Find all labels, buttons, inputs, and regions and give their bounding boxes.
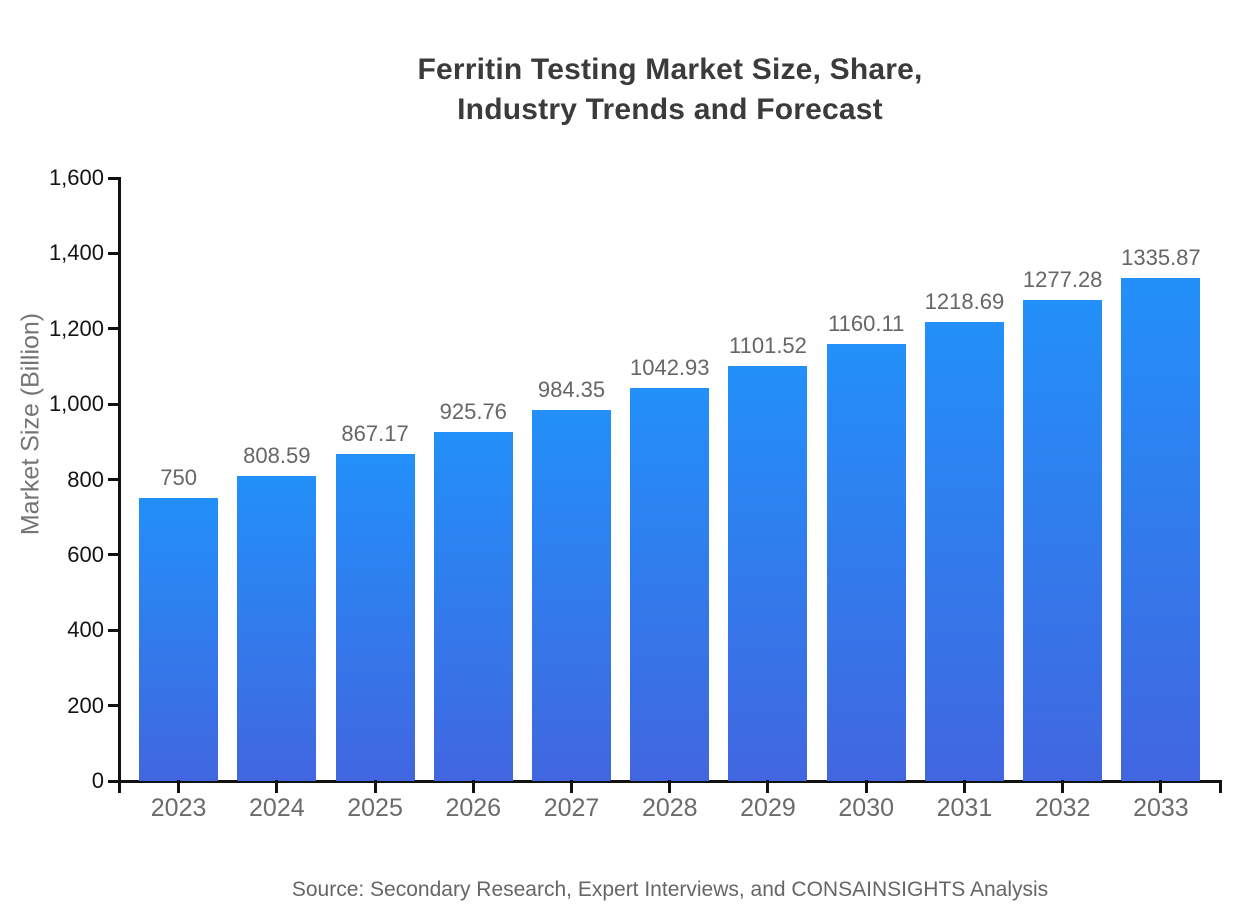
- bar-value-label: 808.59: [243, 443, 311, 469]
- chart-title: Ferritin Testing Market Size, Share, Ind…: [80, 50, 1260, 130]
- y-tick-mark: [108, 251, 118, 255]
- y-tick-mark: [108, 327, 118, 331]
- x-tick-mark: [864, 780, 868, 793]
- x-axis-end-tick: [1218, 780, 1222, 793]
- bar-value-label: 1335.87: [1121, 244, 1201, 270]
- y-axis-title: Market Size (Billion): [16, 312, 45, 536]
- y-tick-mark: [108, 779, 118, 783]
- bar-2032: [1023, 299, 1103, 781]
- x-tick-label: 2023: [150, 794, 207, 822]
- y-tick-label: 800: [67, 466, 104, 492]
- x-tick-mark: [1061, 780, 1065, 793]
- y-tick-label: 1,200: [48, 315, 104, 341]
- bar-value-label: 1160.11: [828, 310, 905, 336]
- bar-value-label: 925.76: [439, 399, 507, 425]
- bar-2029: [728, 365, 808, 781]
- y-tick-mark: [108, 478, 118, 481]
- x-tick-mark: [668, 780, 672, 793]
- bar-2031: [924, 321, 1004, 781]
- source-note: Source: Secondary Research, Expert Inter…: [291, 878, 1049, 901]
- y-tick-label: 600: [67, 541, 104, 567]
- y-tick-label: 0: [91, 768, 104, 793]
- x-tick-label: 2028: [641, 794, 698, 822]
- bar-value-label: 1218.69: [924, 288, 1005, 314]
- bar-2033: [1121, 277, 1201, 781]
- bar-2026: [433, 432, 513, 781]
- y-tick-label: 1,000: [48, 391, 104, 417]
- y-tick-mark: [108, 704, 118, 708]
- y-tick-label: 1,600: [48, 165, 104, 190]
- y-tick-label: 200: [67, 692, 104, 718]
- y-tick-mark: [108, 176, 118, 180]
- bar-2030: [826, 343, 906, 781]
- bar-2025: [335, 454, 415, 781]
- x-tick-mark: [177, 780, 181, 793]
- x-tick-label: 2031: [936, 794, 993, 822]
- bar-value-label: 867.17: [341, 421, 409, 447]
- bar-2027: [532, 410, 612, 781]
- x-tick-mark: [766, 780, 770, 793]
- x-tick-label: 2032: [1034, 794, 1091, 822]
- x-tick-mark: [962, 780, 966, 793]
- x-tick-label: 2027: [543, 794, 600, 822]
- bar-value-label: 1277.28: [1022, 266, 1103, 292]
- bar-value-label: 750: [160, 465, 197, 491]
- y-tick-mark: [108, 628, 118, 632]
- bar-2024: [237, 476, 317, 781]
- x-tick-label: 2026: [445, 794, 502, 822]
- bar-value-label: 984.35: [537, 377, 606, 403]
- x-tick-label: 2033: [1133, 794, 1189, 822]
- chart-title-line2: Industry Trends and Forecast: [457, 93, 883, 126]
- y-tick-label: 1,400: [48, 240, 104, 266]
- y-tick-mark: [108, 553, 118, 557]
- bar-2023: [139, 498, 219, 781]
- x-tick-label: 2029: [740, 794, 796, 822]
- y-tick-label: 400: [67, 617, 104, 643]
- x-tick-label: 2030: [838, 794, 895, 822]
- y-axis-line: [118, 176, 121, 793]
- x-tick-label: 2024: [249, 794, 305, 822]
- bar-value-label: 1042.93: [629, 354, 710, 380]
- x-tick-mark: [471, 780, 475, 793]
- chart-title-line1: Ferritin Testing Market Size, Share,: [417, 53, 923, 86]
- x-tick-mark: [373, 780, 377, 793]
- x-tick-mark: [1159, 780, 1163, 793]
- y-tick-mark: [108, 402, 118, 406]
- bar-value-label: 1101.52: [729, 332, 807, 358]
- x-tick-mark: [275, 780, 279, 793]
- bar-2028: [630, 387, 710, 781]
- x-tick-label: 2025: [347, 794, 403, 822]
- x-tick-mark: [570, 780, 574, 793]
